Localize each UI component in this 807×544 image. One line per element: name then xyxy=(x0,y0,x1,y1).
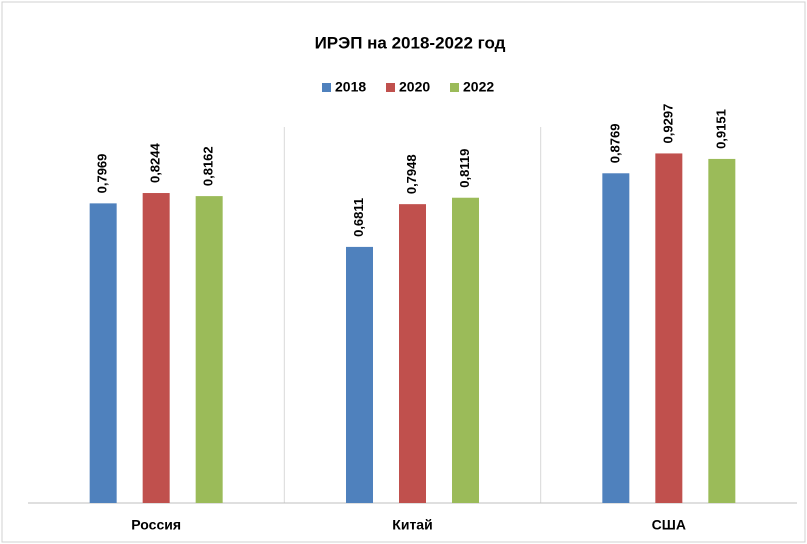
data-label: 0,8769 xyxy=(607,124,622,164)
chart-title: ИРЭП на 2018-2022 год xyxy=(315,33,506,52)
data-label: 0,9151 xyxy=(713,109,728,149)
bar xyxy=(602,173,630,504)
bar xyxy=(452,197,479,504)
data-label: 0,9297 xyxy=(660,104,675,144)
bar xyxy=(142,193,170,503)
bar xyxy=(346,246,373,503)
legend-label: 2020 xyxy=(399,79,430,95)
bar xyxy=(89,203,117,503)
x-tick-label: США xyxy=(652,517,686,533)
legend-swatch xyxy=(322,83,331,92)
legend-label: 2022 xyxy=(463,79,494,95)
bar xyxy=(708,158,736,503)
legend-label: 2018 xyxy=(335,79,366,95)
x-tick-label: Россия xyxy=(131,517,181,533)
bar xyxy=(655,153,683,503)
x-tick-label: Китай xyxy=(392,517,432,533)
data-label: 0,8244 xyxy=(148,142,163,183)
data-label: 0,6811 xyxy=(351,198,366,237)
legend-swatch xyxy=(450,83,459,92)
bar xyxy=(195,196,223,503)
data-label: 0,8162 xyxy=(201,146,216,186)
data-label: 0,7948 xyxy=(404,154,419,194)
legend-swatch xyxy=(386,83,395,92)
data-label: 0,7969 xyxy=(95,154,110,194)
bar xyxy=(399,204,426,503)
data-label: 0,8119 xyxy=(457,149,472,188)
